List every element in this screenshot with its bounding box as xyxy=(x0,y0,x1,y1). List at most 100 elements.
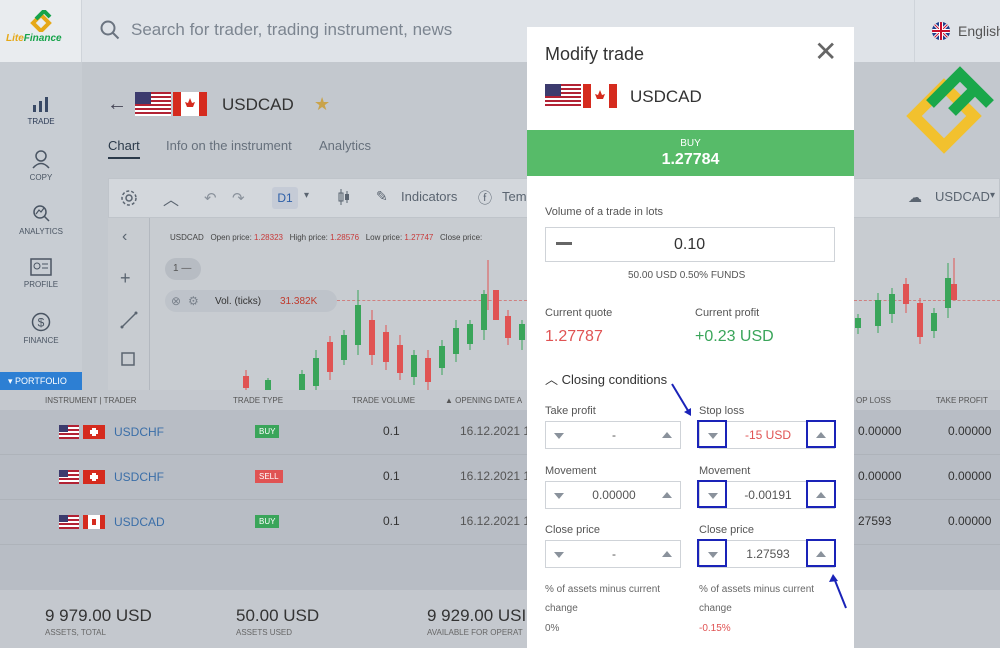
tp-close-price-value[interactable]: - xyxy=(612,547,616,561)
decrease-icon[interactable] xyxy=(708,552,718,558)
nav-finance[interactable]: $ FINANCE xyxy=(0,312,82,345)
usd-cad-flags-icon xyxy=(545,84,617,108)
take-profit-value[interactable]: - xyxy=(612,428,616,442)
closing-conditions-label: Closing conditions xyxy=(561,372,668,387)
trade-type-badge: SELL xyxy=(255,470,283,483)
language-selector[interactable] xyxy=(914,0,1000,62)
chart-ohlc-info: USDCAD Open price: 1.28323 High price: 1… xyxy=(170,233,482,242)
close-icon[interactable]: ✕ xyxy=(814,36,838,67)
nav-analytics[interactable]: ANALYTICS xyxy=(0,203,82,236)
tab-info[interactable]: Info on the instrument xyxy=(166,138,292,153)
portfolio-toggle[interactable]: ▾ PORTFOLIO xyxy=(0,372,82,390)
trendline-tool-icon[interactable] xyxy=(120,311,138,329)
crosshair-icon[interactable]: + xyxy=(120,268,131,288)
row-volume: 0.1 xyxy=(383,424,400,438)
closing-conditions-toggle[interactable]: ︿ Closing conditions xyxy=(545,369,667,388)
nav-trade-label: TRADE xyxy=(27,117,55,126)
col-trade-type[interactable]: TRADE TYPE xyxy=(233,396,284,405)
row-symbol[interactable]: USDCAD xyxy=(114,515,165,529)
user-copy-icon xyxy=(32,150,50,169)
chart-bars-icon xyxy=(33,97,48,112)
chart-symbol-selector[interactable]: USDCAD xyxy=(935,189,990,204)
volume-input[interactable] xyxy=(545,227,835,262)
nav-trade[interactable]: TRADE xyxy=(0,95,82,126)
volume-value[interactable]: 0.10 xyxy=(674,236,706,253)
increase-icon[interactable] xyxy=(662,492,672,498)
row-symbol[interactable]: USDCHF xyxy=(114,470,164,484)
volume-funds: 50.00 USD 0.50% FUNDS xyxy=(628,270,746,281)
increase-icon[interactable] xyxy=(662,551,672,557)
row-date: 16.12.2021 1 xyxy=(460,514,531,528)
col-take-profit[interactable]: TAKE PROFIT xyxy=(936,396,988,405)
settings-gear-icon[interactable] xyxy=(120,189,138,207)
col-stop-loss[interactable]: OP LOSS xyxy=(856,396,891,405)
logo[interactable] xyxy=(0,0,82,62)
favorite-star-icon[interactable]: ★ xyxy=(314,94,331,114)
dollar-coin-icon: $ xyxy=(31,312,51,332)
nav-copy[interactable]: COPY xyxy=(0,149,82,182)
stop-loss-value[interactable]: -15 USD xyxy=(744,428,791,442)
col-opening-date[interactable]: ▲ OPENING DATE A xyxy=(445,396,523,405)
row-symbol[interactable]: USDCHF xyxy=(114,425,164,439)
nav-finance-label: FINANCE xyxy=(23,336,59,345)
buy-label: BUY xyxy=(680,138,701,149)
undo-icon[interactable]: ↶ xyxy=(204,190,217,207)
row-stop-loss: 0.00000 xyxy=(858,424,902,438)
sl-movement-value[interactable]: -0.00191 xyxy=(744,488,792,502)
indicators-button[interactable]: Indicators xyxy=(401,189,458,204)
language-label[interactable]: English xyxy=(958,23,1000,39)
increase-icon[interactable] xyxy=(816,551,826,557)
sl-close-price-value[interactable]: 1.27593 xyxy=(746,547,790,561)
search-input[interactable]: Search for trader, trading instrument, n… xyxy=(131,20,453,39)
nav-profile[interactable]: PROFILE xyxy=(0,258,82,289)
close-indicator-icon[interactable]: ⊗ xyxy=(171,294,182,308)
tp-movement-stepper[interactable]: 0.00000 xyxy=(545,481,681,509)
collapse-tools-icon[interactable]: ‹ xyxy=(122,228,128,245)
sl-close-price-stepper[interactable]: 1.27593 xyxy=(699,540,835,568)
sl-pct-label: % of assets minus current change xyxy=(699,584,815,614)
indicators-icon[interactable]: ✎ xyxy=(376,188,388,204)
back-arrow-icon[interactable]: ← xyxy=(107,93,127,115)
tp-movement-label: Movement xyxy=(545,465,597,477)
tp-close-price-stepper[interactable]: - xyxy=(545,540,681,568)
current-quote-label: Current quote xyxy=(545,307,613,319)
cloud-upload-icon[interactable]: ☁ xyxy=(908,189,922,205)
templates-button[interactable]: Tem xyxy=(502,189,527,204)
trade-type-badge: BUY xyxy=(255,425,280,438)
timeframe-chevron-icon[interactable]: ▾ xyxy=(304,190,310,201)
tab-chart[interactable]: Chart xyxy=(108,138,140,159)
tp-movement-value[interactable]: 0.00000 xyxy=(592,488,636,502)
col-trade-volume[interactable]: TRADE VOLUME xyxy=(352,396,416,405)
tp-pct-label: % of assets minus current change xyxy=(545,584,661,614)
take-profit-stepper[interactable]: - xyxy=(545,421,681,449)
decrease-icon[interactable] xyxy=(554,493,564,499)
nav-profile-label: PROFILE xyxy=(23,280,59,289)
stop-loss-stepper[interactable]: -15 USD xyxy=(699,421,835,449)
high-label: High price: xyxy=(289,233,328,242)
sl-movement-stepper[interactable]: -0.00191 xyxy=(699,481,835,509)
pane-index-pill[interactable]: 1 — xyxy=(165,258,201,280)
search-icon[interactable] xyxy=(100,20,120,40)
candle-type-icon[interactable] xyxy=(337,188,351,206)
rectangle-tool-icon[interactable] xyxy=(120,351,136,367)
redo-icon[interactable]: ↷ xyxy=(232,190,245,207)
decrease-icon[interactable] xyxy=(708,433,718,439)
row-volume: 0.1 xyxy=(383,469,400,483)
highlight-box xyxy=(697,539,727,567)
volume-indicator-pill[interactable] xyxy=(165,290,337,312)
col-instrument[interactable]: INSTRUMENT | TRADER xyxy=(45,396,137,405)
increase-icon[interactable] xyxy=(662,432,672,438)
templates-icon[interactable]: ⓕ xyxy=(478,190,492,206)
buy-price: 1.27784 xyxy=(661,151,720,168)
tab-analytics[interactable]: Analytics xyxy=(319,138,372,153)
increase-icon[interactable] xyxy=(816,432,826,438)
timeframe-selector[interactable]: D1 xyxy=(272,187,298,209)
chart-symbol-chevron-icon[interactable]: ▾ xyxy=(990,190,996,201)
decrease-icon[interactable] xyxy=(708,493,718,499)
indicator-settings-icon[interactable]: ⚙ xyxy=(188,294,199,308)
collapse-chevron-icon[interactable]: ︿ xyxy=(163,192,180,209)
increase-icon[interactable] xyxy=(816,492,826,498)
decrease-icon[interactable] xyxy=(554,433,564,439)
minus-icon[interactable] xyxy=(556,242,572,245)
decrease-icon[interactable] xyxy=(554,552,564,558)
